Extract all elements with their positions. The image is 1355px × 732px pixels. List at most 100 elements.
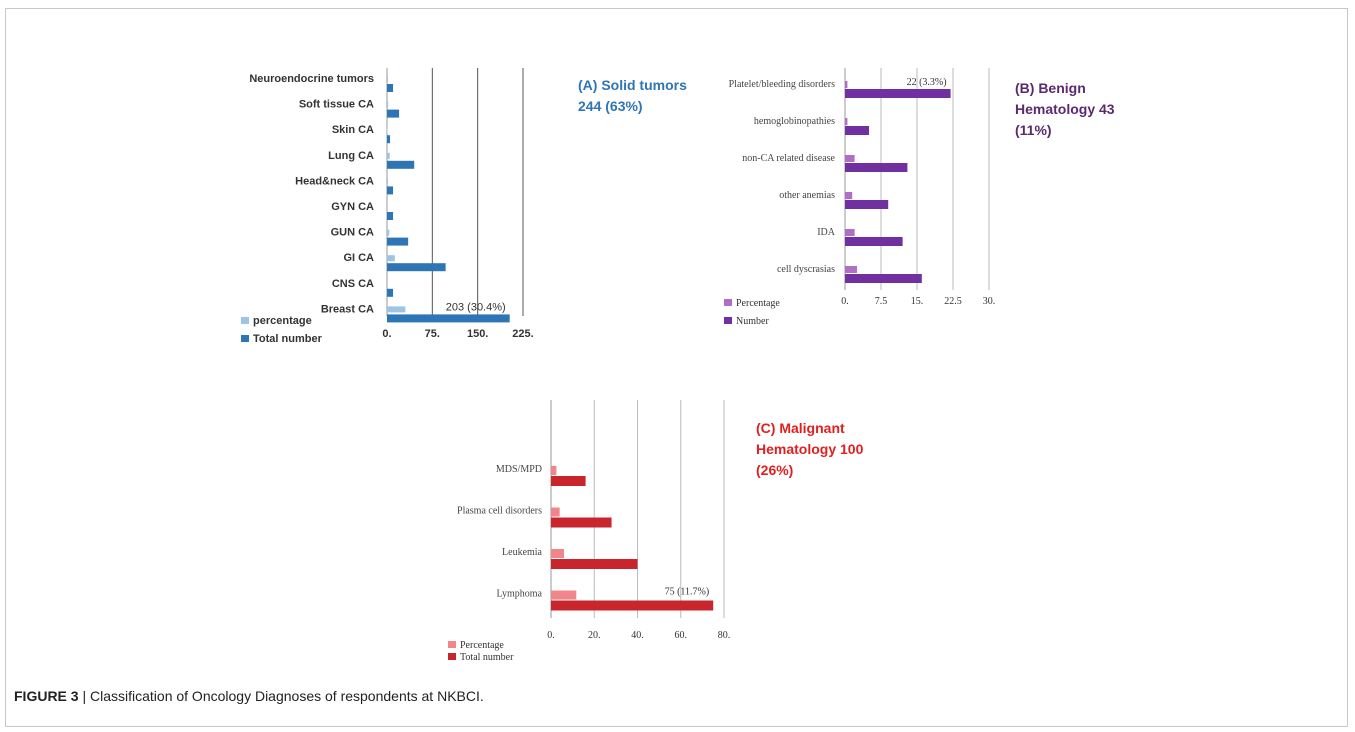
panel-b-category-label: cell dyscrasias	[777, 264, 835, 275]
panel-a-chart: 0. 75. 150. 225. Neuroendocrine tumors Soft t…	[241, 68, 534, 345]
panel-b-bar-percentage	[845, 155, 855, 162]
panel-b-title-line: (11%)	[1015, 122, 1052, 138]
panel-a-bar-number	[387, 186, 394, 195]
panel-c-tick-label: 40.	[631, 630, 644, 641]
panel-a-bar-number	[387, 84, 394, 92]
panel-c-category-label: MDS/MPD	[496, 464, 542, 475]
panel-a-title-line: 244 (63%)	[578, 98, 643, 114]
panel-c-title-line: (C) Malignant	[756, 420, 845, 436]
panel-b-legend-label: Percentage	[736, 298, 780, 309]
panel-c-title-line: Hematology 100	[756, 441, 864, 457]
panel-c-tick-label: 80.	[718, 630, 731, 641]
panel-b-tick-label: 15.	[911, 296, 924, 307]
panel-c-legend-swatch	[448, 653, 456, 660]
panel-a-legend-label: percentage	[253, 315, 312, 327]
panel-a-bar-percentage	[387, 280, 388, 287]
panel-b-tick-label: 30.	[983, 296, 996, 307]
panel-b-category-label: Platelet/bleeding disorders	[729, 79, 835, 90]
panel-c-bar-number	[551, 517, 612, 528]
panel-c-bar-number	[551, 476, 586, 486]
panel-b-bar-number	[845, 89, 951, 98]
panel-b-bar-number	[845, 237, 903, 246]
panel-a-tick-label: 225.	[512, 328, 533, 340]
panel-c-bar-number	[551, 600, 714, 611]
panel-a-category-label: Head&neck CA	[295, 175, 374, 187]
panel-c-bar-percentage	[551, 466, 557, 475]
panel-a-bar-number	[387, 237, 409, 246]
panel-b-title-line: (B) Benign	[1015, 80, 1086, 96]
panel-a-legend-swatch	[241, 335, 249, 342]
panel-a-category-label: Lung CA	[328, 150, 374, 162]
panel-c-legend-swatch	[448, 641, 456, 648]
panel-c-tick-label: 20.	[588, 630, 601, 641]
panel-c-legend-label: Percentage	[460, 640, 504, 651]
panel-b-bar-percentage	[845, 266, 857, 273]
panel-c-category-label: Plasma cell disorders	[457, 506, 542, 517]
panel-b-tick-label: 7.5	[875, 296, 888, 307]
panel-a-category-label: GYN CA	[331, 201, 374, 213]
panel-a-bar-percentage	[387, 229, 390, 236]
panel-a-data-label: 203 (30.4%)	[446, 301, 506, 313]
panel-c-bar-percentage	[551, 507, 560, 517]
panel-b-legend-swatch	[724, 317, 732, 324]
panel-b-data-label: 22 (3.3%)	[907, 77, 947, 88]
panel-c-title: (C) Malignant Hematology 100 (26%)	[756, 418, 863, 481]
panel-c-tick-label: 0.	[547, 630, 555, 641]
panel-c-category-label: Lymphoma	[496, 589, 542, 600]
panel-b-category-label: other anemias	[779, 190, 835, 201]
panel-a-tick-label: 0.	[382, 328, 391, 340]
panel-a-bar-percentage	[387, 204, 388, 210]
panel-a-title: (A) Solid tumors 244 (63%)	[578, 75, 687, 117]
panel-a-category-label: Skin CA	[332, 124, 374, 136]
panel-b-category-label: hemoglobinopathies	[754, 116, 835, 127]
panel-c-data-label: 75 (11.7%)	[665, 587, 710, 598]
figure-frame	[5, 8, 1348, 727]
panel-a-bar-number	[387, 160, 415, 169]
panel-b-bar-number	[845, 200, 889, 209]
panel-a-category-label: Breast CA	[321, 303, 374, 315]
panel-b-title: (B) Benign Hematology 43 (11%)	[1015, 78, 1115, 141]
panel-a-category-label: Soft tissue CA	[299, 99, 374, 111]
panel-a-bar-number	[387, 212, 394, 220]
panel-a-bar-percentage	[387, 76, 388, 82]
panel-a-bar-percentage	[387, 178, 388, 185]
panel-a-tick-label: 150.	[467, 328, 488, 340]
panel-a-category-label: Neuroendocrine tumors	[249, 73, 374, 85]
panel-b-bar-percentage	[845, 192, 853, 199]
panel-c-bar-number	[551, 559, 638, 569]
panel-a-bar-percentage	[387, 101, 389, 108]
caption-label: FIGURE 3	[14, 688, 79, 704]
panel-a-legend-label: Total number	[253, 333, 323, 345]
panel-c-chart: 0. 20. 40. 60. 80. MDS/MPD Plasma cell disorde…	[448, 400, 730, 663]
caption-separator: |	[78, 688, 90, 704]
panel-a-title-line: (A) Solid tumors	[578, 77, 687, 93]
panel-b-bar-number	[845, 163, 908, 172]
figure-caption: FIGURE 3 | Classification of Oncology Di…	[14, 688, 484, 704]
panel-c-category-label: Leukemia	[502, 547, 543, 558]
panel-a-category-label: CNS CA	[332, 278, 374, 290]
panel-b-bar-percentage	[845, 81, 848, 88]
panel-b-bar-percentage	[845, 229, 855, 236]
panel-a-category-label: GUN CA	[331, 227, 374, 239]
panel-a-bar-percentage	[387, 306, 406, 313]
panel-a-bar-number	[387, 263, 446, 272]
panel-c-bar-percentage	[551, 590, 577, 600]
panel-a-legend-swatch	[241, 317, 249, 324]
panel-c-tick-label: 60.	[675, 630, 688, 641]
panel-c-title-line: (26%)	[756, 462, 794, 478]
panel-b-category-label: IDA	[817, 227, 836, 238]
panel-c-bar-percentage	[551, 549, 564, 558]
panel-a-bar-percentage	[387, 152, 390, 159]
panel-b-category-label: non-CA related disease	[742, 153, 835, 164]
panel-a-bar-number	[387, 314, 510, 323]
panel-a-tick-label: 75.	[425, 328, 440, 340]
panel-a-bar-number	[387, 109, 400, 118]
panel-b-tick-label: 22.5	[944, 296, 962, 307]
panel-b-legend-label: Number	[736, 316, 769, 327]
panel-b-legend-swatch	[724, 299, 732, 306]
panel-b-chart: 0. 7.5 15. 22.5 30. Platelet/bleeding disorde…	[724, 68, 995, 327]
panel-b-title-line: Hematology 43	[1015, 101, 1115, 117]
panel-a-category-label: GI CA	[343, 252, 374, 264]
caption-text: Classification of Oncology Diagnoses of …	[90, 688, 484, 704]
